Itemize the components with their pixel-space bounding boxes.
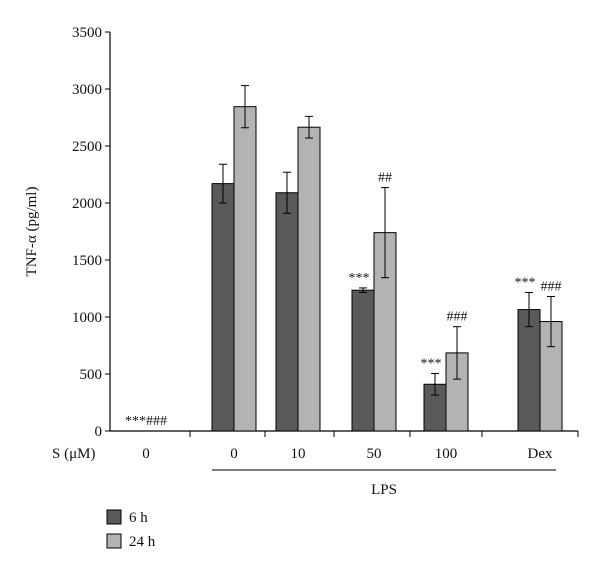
x-category-label: Dex — [528, 446, 553, 462]
significance-marker: *** — [421, 356, 442, 371]
y-tick-label: 2500 — [72, 139, 102, 155]
significance-marker: ## — [378, 171, 392, 186]
x-category-label: 10 — [291, 446, 306, 462]
legend-label: 6 h — [129, 510, 148, 526]
bar-24h — [233, 106, 257, 432]
y-tick-label: 0 — [95, 424, 103, 440]
x-category-label: 0 — [142, 446, 150, 462]
significance-marker: ***### — [125, 414, 167, 429]
bars — [211, 85, 563, 432]
y-tick-label: 1500 — [72, 253, 102, 269]
significance-marker: ### — [541, 279, 562, 294]
legend-swatch — [106, 533, 122, 549]
x-category-label: 50 — [367, 446, 382, 462]
bar-6h — [517, 309, 541, 432]
x-category-label: 0 — [230, 446, 238, 462]
x-prefix-label: S (μM) — [52, 446, 95, 462]
bar-6h — [211, 183, 235, 432]
significance-marker: *** — [349, 271, 370, 286]
y-axis-label: TNF-α (pg/ml) — [24, 187, 40, 277]
y-tick-label: 2000 — [72, 196, 102, 212]
x-category-label: 100 — [435, 446, 458, 462]
y-tick-label: 1000 — [72, 310, 102, 326]
lps-group-label: LPS — [371, 482, 397, 498]
bar-24h — [297, 126, 321, 432]
legend-label: 24 h — [129, 534, 156, 550]
axes: 0 500 1000 1500 2000 2500 3000 3500 TNF-α (pg/ml… — [24, 25, 579, 440]
bar-6h — [351, 289, 375, 432]
y-tick-label: 3500 — [72, 25, 102, 41]
labels: ***###***##***###*** ###S (μM) 0 0 10 50 100 De… — [52, 171, 562, 498]
legend: 6 h 24 h — [106, 509, 156, 550]
significance-marker: ### — [447, 310, 468, 325]
y-tick-label: 3000 — [72, 82, 102, 98]
bar-6h — [275, 192, 299, 432]
significance-marker: *** — [515, 275, 536, 290]
legend-swatch — [106, 509, 122, 525]
y-tick-label: 500 — [80, 367, 103, 383]
